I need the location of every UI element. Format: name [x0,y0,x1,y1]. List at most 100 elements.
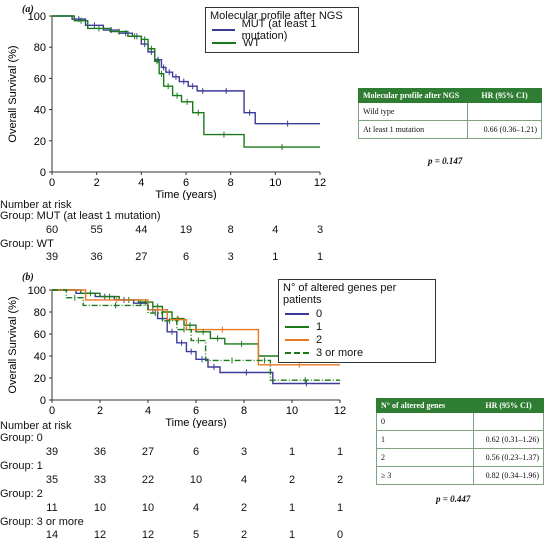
legend-b-swatch-2 [285,338,309,341]
risk-b-group-1-label: Group: 1 [0,460,43,472]
table-row: 1 0.62 (0.31–1.26) [376,430,544,449]
risk-a-title: Number at risk [0,199,72,211]
series-line-2 [52,289,340,366]
risk-count: 6 [182,251,190,263]
risk-count: 60 [45,224,59,236]
risk-count: 3 [316,224,324,236]
legend-b-label-0: 0 [316,307,323,320]
legend-b-item-1: 1 [279,320,435,333]
legend-b-item-3: 3 or more [279,346,435,359]
x-tick-label: 4 [138,177,144,189]
risk-count: 14 [45,529,59,541]
hr-table-b-row-label: 2 [376,448,474,467]
x-tick-label: 2 [97,405,103,417]
risk-count: 8 [227,224,234,236]
y-tick-label: 40 [34,105,46,117]
p-value-b: p = 0.447 [436,494,471,504]
hr-table-b-row-label: ≥ 3 [376,466,474,485]
risk-count: 27 [135,251,148,263]
legend-a-title: Molecular profile after NGS [210,10,343,22]
x-axis-label: Time (years) [165,417,226,428]
x-tick-label: 10 [286,405,298,417]
hr-table-a: Molecular profile after NGS HR (95% CI) … [358,88,542,139]
risk-count: 39 [45,446,59,458]
y-tick-label: 80 [34,307,46,319]
table-row: Wild type [358,102,542,121]
hr-table-a-header-hr: HR (95% CI) [467,88,542,103]
hr-table-b-header-group: N° of altered genes [376,398,474,413]
risk-count: 1 [288,446,296,458]
risk-count: 2 [240,529,248,541]
risk-b-group-0-label: Group: 0 [0,432,43,444]
risk-count: 12 [93,529,107,541]
y-tick-label: 20 [34,373,46,385]
hr-table-b: N° of altered genes HR (95% CI) 0 1 0.62… [376,398,544,485]
risk-a-group-mut-label: Group: MUT (at least 1 mutation) [0,210,161,222]
hr-table-a-header: Molecular profile after NGS HR (95% CI) [358,88,542,103]
risk-count: 0 [336,529,344,541]
risk-count: 4 [272,224,279,236]
risk-count: 36 [93,446,107,458]
x-tick-label: 4 [145,405,151,417]
legend-b: N° of altered genes per patients 0 1 2 3… [278,279,436,363]
risk-count: 1 [288,502,296,514]
y-tick-label: 0 [40,395,46,407]
legend-a: Molecular profile after NGS MUT (at leas… [205,7,359,53]
x-tick-label: 12 [334,405,346,417]
table-row: 0 [376,412,544,431]
x-tick-label: 6 [193,405,199,417]
y-tick-label: 100 [28,285,46,297]
y-axis-label: Overall Survival (%) [7,296,19,393]
legend-a-item-mut: MUT (at least 1 mutation) [206,18,358,42]
table-row: 2 0.56 (0.23–1.37) [376,448,544,467]
x-tick-label: 6 [183,177,189,189]
risk-count: 36 [90,251,103,263]
legend-b-title: N° of altered genes per patients [283,282,397,306]
legend-a-label-wt: WT [243,36,261,49]
legend-b-swatch-1 [285,325,309,328]
hr-table-b-row-value: 0.56 (0.23–1.37) [473,448,544,467]
risk-count: 10 [189,474,203,486]
hr-table-b-row-value: 0.82 (0.34–1.96) [473,466,544,485]
x-tick-label: 0 [49,177,55,189]
risk-count: 1 [316,251,324,263]
panel-a-label: (a) [22,4,34,15]
risk-count: 5 [192,529,200,541]
hr-table-b-row-label: 0 [376,412,474,431]
y-tick-label: 60 [34,329,46,341]
hr-table-b-row-label: 1 [376,430,474,449]
legend-a-swatch-wt [212,41,236,44]
risk-count: 10 [141,502,155,514]
table-row: ≥ 3 0.82 (0.34–1.96) [376,466,544,485]
risk-count: 4 [192,502,200,514]
risk-b-group-2-label: Group: 2 [0,488,43,500]
x-tick-label: 2 [94,177,100,189]
legend-b-label-3: 3 or more [316,346,364,359]
risk-count: 1 [272,251,279,263]
risk-count: 3 [240,446,248,458]
x-tick-label: 10 [269,177,281,189]
x-tick-label: 8 [228,177,234,189]
risk-b-group-3-label: Group: 3 or more [0,516,84,528]
risk-count: 11 [46,502,58,514]
y-tick-label: 40 [34,351,46,363]
risk-count: 55 [90,224,103,236]
legend-a-label-mut: MUT (at least 1 mutation) [241,17,317,42]
x-tick-label: 8 [241,405,247,417]
table-row: At least 1 mutation 0.66 (0.36–1.21) [358,120,542,139]
y-tick-label: 100 [28,11,46,23]
series-line-3 [52,289,340,381]
risk-count: 22 [141,474,155,486]
risk-b-title: Number at risk [0,420,72,432]
risk-count: 33 [93,474,107,486]
risk-count: 1 [336,502,344,514]
survival-chart-b: 0 20 40 60 80 100 0 2 4 6 8 10 12 Time (years) Overall… [7,285,346,428]
legend-b-item-2: 2 [279,333,435,346]
risk-count: 27 [141,446,155,458]
risk-count: 2 [288,474,296,486]
hr-table-a-header-group: Molecular profile after NGS [358,88,468,103]
hr-table-a-row-label: At least 1 mutation [358,120,468,139]
x-axis-label: Time (years) [155,189,216,200]
legend-b-label-2: 2 [316,333,323,346]
legend-b-item-0: 0 [279,307,435,320]
